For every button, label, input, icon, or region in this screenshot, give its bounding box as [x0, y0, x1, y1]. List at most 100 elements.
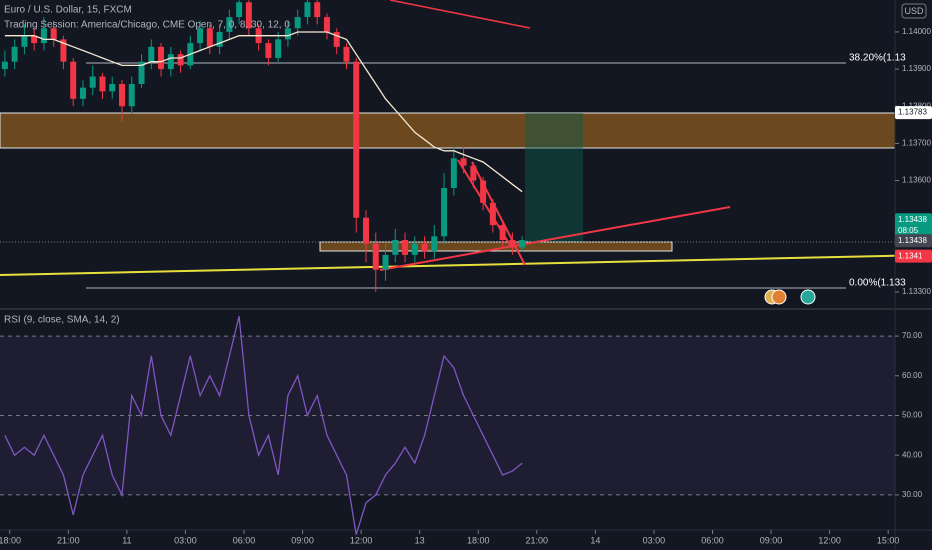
y-tick-label: 30.00: [902, 490, 923, 499]
candle-body: [294, 17, 301, 29]
y-tick-label: 1.13800: [902, 101, 931, 110]
x-tick-label: 15:00: [877, 535, 900, 545]
trend-line: [379, 206, 731, 271]
fib-label: 38.20%(1.13: [849, 53, 906, 64]
rsi-title: RSI (9, close, SMA, 14, 2): [4, 315, 120, 326]
candle-body: [489, 202, 496, 226]
candle-body: [99, 76, 106, 92]
x-tick-label: 03:00: [174, 535, 197, 545]
x-tick-label: 11: [122, 535, 131, 545]
candle-body: [79, 87, 86, 99]
candle-body: [177, 54, 184, 66]
trend-line: [389, 0, 531, 29]
candle-body: [1, 61, 8, 70]
price-tag: [895, 234, 932, 248]
candle-body: [431, 236, 438, 252]
y-tick-label: 70.00: [902, 331, 923, 340]
x-tick-label: 18:00: [0, 535, 21, 545]
price-tag: [895, 213, 932, 238]
y-tick-label: 1.14000: [902, 27, 931, 36]
candle-body: [11, 46, 18, 62]
candle-body: [167, 54, 174, 70]
candle-body: [265, 43, 272, 58]
candle-body: [304, 2, 311, 18]
price-tag-label: 1.13438: [898, 236, 927, 245]
y-tick-label: 50.00: [902, 411, 923, 420]
candle-body: [509, 240, 516, 248]
candle-body: [460, 158, 467, 166]
candle-body: [499, 225, 506, 241]
candle-body: [470, 165, 477, 181]
candle-body: [372, 243, 379, 270]
candle-body: [363, 217, 370, 244]
candle-body: [236, 2, 243, 18]
event-icon[interactable]: [800, 289, 816, 305]
candle-body: [50, 28, 57, 40]
currency-box[interactable]: [901, 3, 927, 19]
rsi-line: [4, 316, 523, 535]
x-tick-label: 13: [415, 535, 425, 545]
candle-body: [284, 28, 291, 40]
candle-body: [275, 39, 282, 58]
moving-average: [4, 31, 523, 193]
candle-body: [109, 83, 116, 92]
candle-body: [70, 61, 77, 99]
symbol-title: Euro / U.S. Dollar, 15, FXCM: [4, 5, 132, 16]
candle-body: [119, 83, 126, 107]
series-layer: [0, 0, 895, 535]
x-tick-label: 21:00: [526, 535, 549, 545]
candle-body: [245, 2, 252, 29]
indicator-title: Trading Session: America/Chicago, CME Op…: [4, 20, 290, 31]
x-tick-label: 09:00: [291, 535, 314, 545]
candle-body: [402, 240, 409, 255]
candle-body: [31, 35, 38, 44]
candle-body: [148, 46, 155, 62]
candle-body: [314, 2, 321, 18]
candle-body: [323, 17, 330, 32]
candle-body: [421, 243, 428, 252]
price-tag-label: 1.1341: [898, 251, 923, 260]
candle-body: [343, 46, 350, 62]
candle-body: [392, 240, 399, 255]
x-tick-label: 09:00: [760, 535, 783, 545]
event-icon[interactable]: [771, 289, 787, 305]
candle-body: [450, 158, 457, 188]
x-tick-label: 06:00: [701, 535, 724, 545]
candle-body: [353, 61, 360, 218]
x-tick-label: 12:00: [818, 535, 841, 545]
y-tick-label: 40.00: [902, 450, 923, 459]
candle-body: [21, 35, 28, 47]
candle-body: [60, 39, 67, 62]
price-tag: [895, 106, 932, 120]
price-tag-label: 1.13783: [898, 108, 927, 117]
candle-body: [441, 187, 448, 237]
candle-body: [333, 31, 340, 47]
candle-body: [226, 17, 233, 32]
candle-body: [411, 243, 418, 255]
y-tick-label: 60.00: [902, 371, 923, 380]
x-tick-label: 21:00: [57, 535, 80, 545]
x-tick-label: 06:00: [233, 535, 256, 545]
fib-label: 0.00%(1.133: [849, 278, 906, 289]
candle-body: [216, 31, 223, 47]
y-tick-label: 1.13900: [902, 64, 931, 73]
wedge-line: [471, 161, 526, 266]
x-tick-label: 14: [590, 535, 600, 545]
candle-body: [138, 61, 145, 84]
candle-body: [158, 46, 165, 70]
y-tick-label: 1.13700: [902, 139, 931, 148]
price-tag-label: 1.13438: [898, 215, 927, 224]
candle-body: [197, 28, 204, 44]
y-tick-label: 1.13600: [902, 176, 931, 185]
trend-line: [0, 254, 932, 276]
position-box: [525, 113, 583, 242]
candle-body: [206, 28, 213, 47]
x-tick-label: 03:00: [643, 535, 666, 545]
candle-body: [40, 28, 47, 44]
countdown: 08:05: [898, 226, 919, 235]
supply-zone: [0, 112, 896, 149]
price-tag: [895, 249, 932, 263]
candle-body: [480, 180, 487, 203]
currency[interactable]: USD: [904, 6, 924, 16]
